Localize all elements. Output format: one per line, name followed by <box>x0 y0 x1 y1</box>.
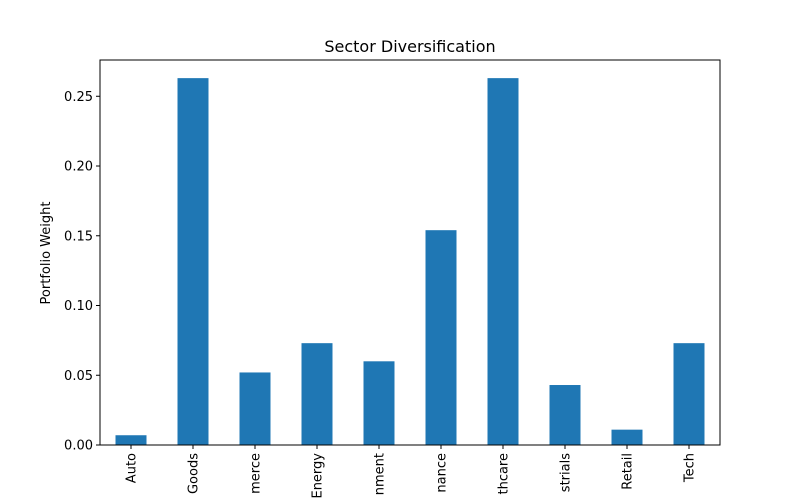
x-tick-label: Tech <box>683 453 698 483</box>
bar-9 <box>673 343 705 445</box>
chart-title: Sector Diversification <box>324 37 495 56</box>
y-tick-label: 0.10 <box>64 299 93 314</box>
bar-5 <box>425 230 457 445</box>
bar-3 <box>301 343 333 445</box>
bars-group <box>115 78 705 445</box>
bar-2 <box>239 372 271 445</box>
bar-4 <box>363 361 395 445</box>
y-tick-label: 0.15 <box>64 229 93 244</box>
y-tick-label: 0.00 <box>64 439 93 454</box>
bar-7 <box>549 385 581 445</box>
x-tick-label: Goods <box>187 453 202 494</box>
bar-0 <box>115 435 147 445</box>
x-tick-label: Auto <box>125 453 140 483</box>
x-tick-label: Retail <box>621 453 636 490</box>
bar-6 <box>487 78 519 445</box>
y-tick-label: 0.05 <box>64 369 93 384</box>
x-tick-label: Energy <box>311 453 326 499</box>
bar-8 <box>611 429 643 445</box>
x-tick-label: thcare <box>497 453 512 495</box>
bar-1 <box>177 78 209 445</box>
x-tick-label: merce <box>249 453 264 494</box>
x-tick-label: nment <box>373 453 388 495</box>
x-tick-label: strials <box>559 453 574 492</box>
x-ticks-group: Auto Goods merce Energy nment nance thcare stri… <box>125 445 698 499</box>
y-tick-label: 0.25 <box>64 90 93 105</box>
y-tick-label: 0.20 <box>64 160 93 175</box>
plot-frame <box>99 59 721 446</box>
x-tick-label: nance <box>435 453 450 493</box>
y-axis-label: Portfolio Weight <box>39 202 54 305</box>
y-ticks-group: 0.00 0.05 0.10 0.15 0.20 0.25 <box>64 90 100 454</box>
